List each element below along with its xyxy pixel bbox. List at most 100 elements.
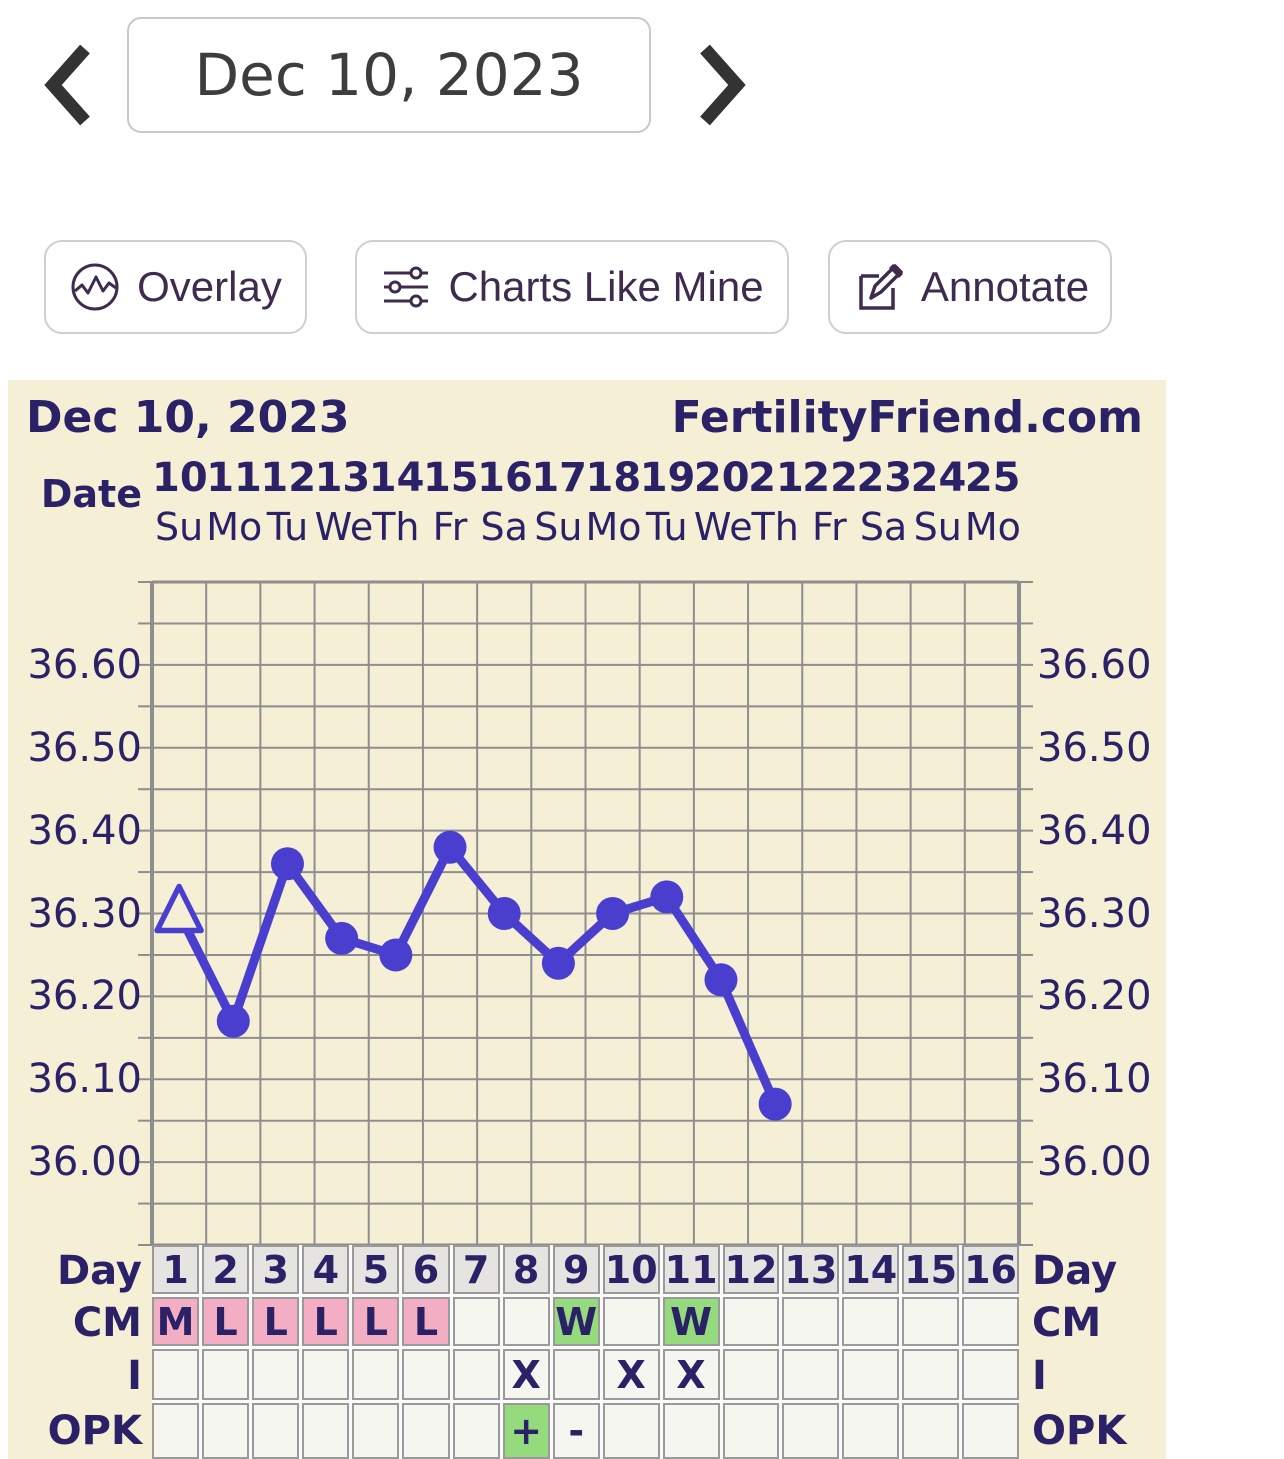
date-row-label: Date xyxy=(40,472,142,516)
overlay-chart-icon xyxy=(69,261,121,313)
annotate-button[interactable]: Annotate xyxy=(828,240,1112,334)
table-cell-cm xyxy=(842,1297,900,1346)
weekday-name: Mo xyxy=(206,505,263,549)
table-cell-opk xyxy=(352,1403,400,1459)
chevron-right-icon xyxy=(697,43,747,127)
date-picker[interactable]: Dec 10, 2023 xyxy=(127,17,651,133)
temperature-line xyxy=(175,842,780,1106)
table-cell-i xyxy=(352,1349,400,1400)
table-cell-cm xyxy=(962,1297,1019,1346)
date-number: 15 xyxy=(422,455,479,501)
table-cell-day: 10 xyxy=(602,1245,660,1294)
weekday-name: Tu xyxy=(266,505,309,549)
table-cell-day: 1 xyxy=(152,1245,200,1294)
table-cell-cm xyxy=(502,1297,550,1346)
weekday-name: Fr xyxy=(432,505,468,549)
table-cell-cm xyxy=(782,1297,840,1346)
temp-axis-label-right: 36.10 xyxy=(1037,1056,1152,1103)
date-number: 13 xyxy=(314,455,371,501)
weekday-name: Th xyxy=(372,505,420,549)
date-number: 25 xyxy=(964,455,1021,501)
table-cell-day: 8 xyxy=(502,1245,550,1294)
date-number: 12 xyxy=(260,455,317,501)
table-cell-day: 6 xyxy=(402,1245,450,1294)
overlay-button[interactable]: Overlay xyxy=(44,240,307,334)
table-cell-i xyxy=(402,1349,450,1400)
date-number: 20 xyxy=(693,455,750,501)
temp-axis-label-left: 36.00 xyxy=(27,1139,142,1186)
temperature-point xyxy=(270,847,304,881)
table-cell-cm: M xyxy=(152,1297,200,1346)
chart-title: Dec 10, 2023 xyxy=(26,392,350,443)
weekday-name: Sa xyxy=(480,505,528,549)
table-cell-opk: - xyxy=(552,1403,600,1459)
table-cell-day: 15 xyxy=(902,1245,960,1294)
table-cell-cm xyxy=(902,1297,960,1346)
date-number: 16 xyxy=(477,455,533,501)
temp-axis-label-right: 36.40 xyxy=(1037,807,1152,854)
weekday-name: Tu xyxy=(646,505,688,549)
next-date-button[interactable] xyxy=(690,40,754,130)
table-cell-cm: L xyxy=(302,1297,350,1346)
table-cell-opk xyxy=(722,1403,780,1459)
date-picker-value: Dec 10, 2023 xyxy=(194,41,584,109)
table-cell-day: 14 xyxy=(842,1245,900,1294)
table-cell-day: 11 xyxy=(662,1245,720,1294)
table-cell-cm xyxy=(722,1297,780,1346)
sliders-icon xyxy=(380,261,432,313)
temperature-point xyxy=(596,897,630,930)
table-cell-cm xyxy=(452,1297,500,1346)
date-number: 11 xyxy=(206,455,262,501)
table-cell-i: X xyxy=(602,1349,660,1400)
daily-data-table: 1 2 3 4 5 6 7 8 9 10 11 12 13 14 15 16 M L L L L L W W X X X + - xyxy=(152,1245,1019,1459)
table-cell-opk xyxy=(902,1403,960,1459)
table-cell-day: 2 xyxy=(202,1245,250,1294)
table-cell-cm: L xyxy=(402,1297,450,1346)
table-cell-cm: L xyxy=(352,1297,400,1346)
table-cell-opk xyxy=(252,1403,300,1459)
row-label-day-left: Day xyxy=(56,1248,142,1294)
row-label-i-right: I xyxy=(1032,1353,1047,1399)
temperature-point xyxy=(704,963,738,997)
table-cell-i xyxy=(782,1349,840,1400)
table-cell-opk xyxy=(782,1403,840,1459)
date-number: 14 xyxy=(368,455,425,501)
row-label-opk-right: OPK xyxy=(1032,1408,1127,1454)
temp-axis-label-right: 36.30 xyxy=(1037,890,1152,937)
temp-axis-label-left: 36.60 xyxy=(27,641,142,688)
temp-axis-label-left: 36.50 xyxy=(27,724,142,771)
temp-axis-label-left: 36.20 xyxy=(27,973,142,1020)
charts-like-mine-button[interactable]: Charts Like Mine xyxy=(355,240,789,334)
weekday-name: We xyxy=(693,505,753,549)
table-cell-day: 12 xyxy=(722,1245,780,1294)
temp-axis-label-right: 36.00 xyxy=(1037,1139,1152,1186)
temperature-point xyxy=(487,897,521,930)
row-label-cm-left: CM xyxy=(72,1300,142,1346)
weekday-name: Mo xyxy=(964,505,1021,549)
table-cell-day: 4 xyxy=(302,1245,350,1294)
table-cell-opk xyxy=(602,1403,660,1459)
table-cell-opk xyxy=(662,1403,720,1459)
temp-axis-label-right: 36.20 xyxy=(1037,973,1152,1020)
weekday-name: Th xyxy=(751,505,799,549)
date-number: 24 xyxy=(910,455,967,501)
temp-axis-label-left: 36.40 xyxy=(27,807,142,854)
prev-date-button[interactable] xyxy=(36,40,100,130)
table-cell-opk: + xyxy=(502,1403,550,1459)
table-cell-cm: L xyxy=(252,1297,300,1346)
temperature-point xyxy=(325,921,359,955)
temperature-point xyxy=(758,1087,792,1121)
table-cell-i xyxy=(252,1349,300,1400)
open-triangle-marker xyxy=(154,883,204,934)
date-number: 23 xyxy=(856,455,913,501)
row-label-i-left: I xyxy=(127,1353,142,1399)
row-label-opk-left: OPK xyxy=(47,1408,142,1454)
weekday-name: Su xyxy=(534,505,583,549)
table-cell-opk xyxy=(152,1403,200,1459)
temp-axis-label-left: 36.10 xyxy=(27,1056,142,1103)
temperature-point xyxy=(650,880,684,914)
edit-pencil-icon xyxy=(851,260,905,314)
row-label-day-right: Day xyxy=(1032,1248,1118,1294)
table-cell-i xyxy=(962,1349,1019,1400)
table-cell-opk xyxy=(202,1403,250,1459)
